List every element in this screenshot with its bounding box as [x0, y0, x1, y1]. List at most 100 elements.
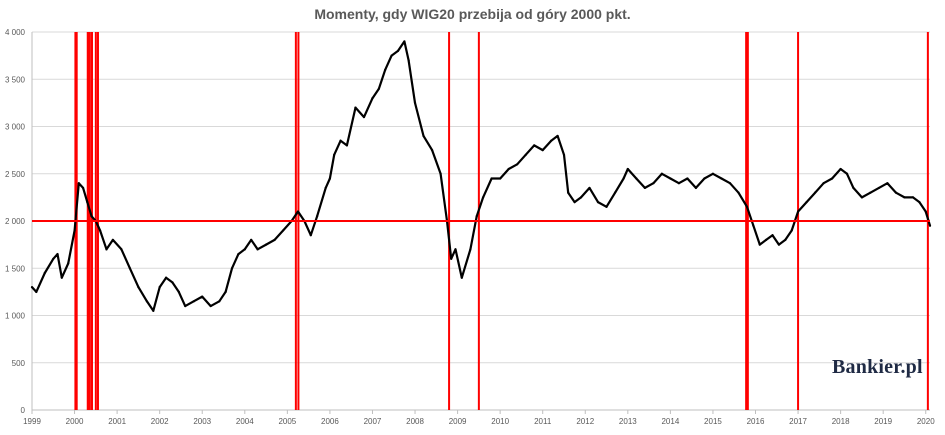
wig20-point-10 [86, 201, 89, 204]
wig20-point-19 [145, 300, 149, 303]
wig20-point-79 [567, 191, 570, 194]
wig20-point-72 [516, 163, 519, 166]
x-tick-label-3: 2002 [151, 417, 169, 426]
x-tick-label-20: 2019 [874, 417, 892, 426]
wig20-point-108 [790, 229, 793, 232]
wig20-point-86 [622, 177, 625, 180]
wig20-point-4 [56, 252, 59, 256]
wig20-point-119 [877, 186, 881, 190]
wig20-point-83 [596, 201, 600, 204]
wig20-point-30 [224, 290, 227, 293]
wig20-point-50 [362, 115, 366, 119]
wig20-point-3 [52, 257, 55, 260]
x-tick-label-6: 2005 [278, 417, 296, 426]
x-tick-label-8: 2007 [364, 417, 382, 426]
wig20-point-107 [784, 238, 787, 241]
wig20-point-101 [745, 205, 749, 208]
wig20-point-90 [652, 182, 655, 185]
wig20-point-96 [703, 177, 706, 180]
wig20-point-52 [377, 87, 380, 90]
x-tick-label-2: 2001 [108, 417, 126, 426]
y-tick-label-3: 1 500 [5, 264, 26, 273]
wig20-point-73 [524, 153, 527, 156]
x-tick-label-15: 2014 [661, 417, 679, 426]
wig20-point-93 [677, 182, 681, 185]
wig20-point-71 [507, 167, 510, 171]
x-tick-label-19: 2018 [832, 417, 850, 426]
wig20-point-69 [490, 177, 493, 180]
wig20-point-27 [201, 295, 204, 298]
wig20-point-40 [296, 210, 300, 213]
wig20-point-26 [192, 300, 195, 303]
wig20-point-42 [309, 234, 312, 237]
wig20-point-6 [67, 262, 70, 265]
wig20-point-84 [605, 205, 608, 208]
wig20-point-48 [345, 144, 349, 147]
wig20-point-109 [796, 210, 800, 213]
wig20-point-123 [911, 196, 915, 199]
wig20-point-34 [250, 238, 253, 241]
x-tick-label-13: 2012 [576, 417, 594, 426]
x-tick-label-9: 2008 [406, 417, 424, 426]
wig20-point-121 [894, 191, 898, 194]
wig20-point-53 [384, 68, 387, 71]
wig20-point-16 [120, 248, 123, 251]
wig20-point-0 [30, 286, 34, 289]
y-tick-label-6: 3 000 [5, 123, 26, 132]
wig20-point-57 [407, 59, 410, 62]
x-tick-label-0: 1999 [23, 417, 41, 426]
wig20-point-37 [273, 238, 276, 241]
wig20-point-120 [886, 182, 889, 185]
wig20-point-105 [771, 234, 774, 237]
wig20-point-76 [550, 139, 553, 142]
wig20-point-25 [184, 304, 187, 308]
wig20-point-5 [60, 276, 63, 279]
wig20-point-7 [73, 229, 76, 232]
wig20-point-14 [105, 248, 108, 251]
wig20-point-113 [831, 177, 834, 180]
wig20-point-116 [852, 186, 855, 190]
wig20-point-58 [413, 101, 417, 104]
wig20-point-67 [475, 215, 478, 218]
wig20-point-36 [264, 243, 268, 246]
wig20-point-51 [371, 97, 374, 100]
wig20-point-102 [752, 224, 755, 227]
wig20-point-106 [777, 243, 781, 246]
wig20-point-31 [230, 267, 234, 270]
y-tick-label-5: 2 500 [5, 170, 26, 179]
x-tick-label-17: 2016 [747, 417, 765, 426]
wig20-point-65 [460, 276, 463, 279]
wig20-point-28 [209, 304, 212, 308]
wig20-point-44 [324, 186, 327, 190]
wig20-point-118 [869, 191, 872, 194]
wig20-point-11 [90, 215, 93, 218]
wig20-point-82 [588, 186, 591, 190]
wig20-point-15 [111, 238, 114, 241]
x-tick-label-11: 2010 [491, 417, 509, 426]
wig20-point-74 [533, 144, 536, 147]
wig20-point-49 [354, 106, 357, 109]
wig20-point-104 [765, 238, 768, 241]
wig20-point-110 [805, 201, 808, 204]
wig20-point-47 [339, 139, 342, 142]
x-tick-label-18: 2017 [789, 417, 807, 426]
wig20-point-111 [813, 191, 817, 194]
wig20-point-126 [928, 224, 932, 227]
wig20-point-43 [316, 215, 319, 218]
wig20-point-103 [758, 243, 761, 246]
wig20-point-56 [403, 40, 406, 43]
wig20-point-97 [711, 172, 715, 175]
x-tick-label-1: 2000 [66, 417, 84, 426]
wig20-point-55 [396, 49, 400, 53]
wig20-point-99 [728, 182, 732, 185]
y-tick-label-8: 4 000 [5, 28, 26, 37]
wig20-point-91 [660, 172, 663, 175]
wig20-point-114 [839, 167, 842, 171]
wig20-point-81 [579, 196, 583, 199]
wig20-point-63 [450, 257, 453, 260]
wig20-point-117 [860, 196, 864, 199]
wig20-point-1 [35, 290, 38, 293]
wig20-point-38 [281, 229, 285, 232]
